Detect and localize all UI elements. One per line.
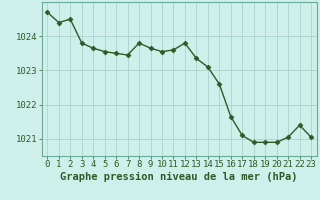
X-axis label: Graphe pression niveau de la mer (hPa): Graphe pression niveau de la mer (hPa) (60, 172, 298, 182)
